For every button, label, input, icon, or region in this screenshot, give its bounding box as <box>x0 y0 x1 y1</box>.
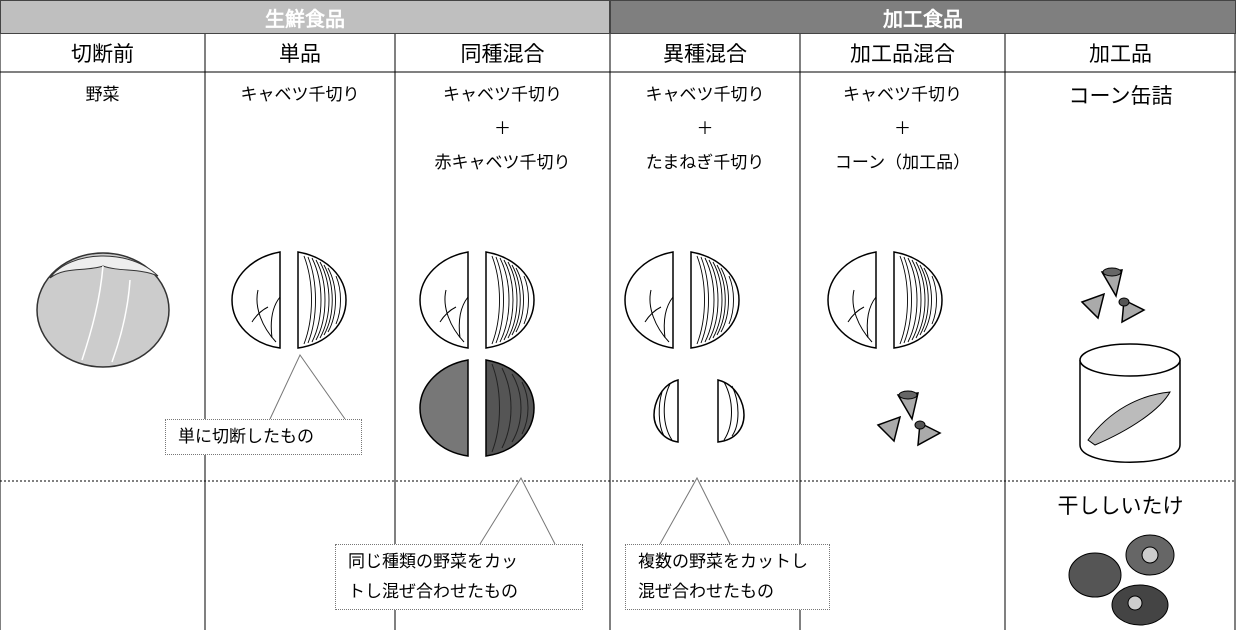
cell: キャベツ千切り <box>205 78 395 112</box>
cell-text: ＋ <box>494 119 511 139</box>
cell: キャベツ千切り ＋ たまねぎ千切り <box>610 78 800 180</box>
callout: 単に切断したもの <box>165 419 362 455</box>
column-header: 単品 <box>279 42 321 66</box>
red-cabbage <box>419 359 535 457</box>
callout-pointers <box>269 354 731 545</box>
cell: コーン缶詰 <box>1005 78 1236 114</box>
cell-text: キャベツ千切り <box>443 85 562 105</box>
cabbage-shred <box>231 251 347 349</box>
cell-text: 干ししいたけ <box>1057 494 1184 518</box>
callout-text: 同じ種類の野菜をカッ <box>348 552 518 572</box>
shiitake <box>1068 534 1175 626</box>
cabbage-shred <box>419 251 535 349</box>
cell-text: キャベツ千切り <box>843 85 962 105</box>
cell-text: 赤キャベツ千切り <box>434 153 571 173</box>
cell: キャベツ千切り ＋ 赤キャベツ千切り <box>395 78 610 180</box>
column-header: 加工品 <box>1089 42 1152 66</box>
corn <box>1081 267 1145 323</box>
callout-text: トし混ぜ合わせたもの <box>348 582 518 602</box>
cell-text: ＋ <box>894 119 911 139</box>
cell: キャベツ千切り ＋ コーン（加工品） <box>800 78 1005 180</box>
corn-can <box>1079 343 1181 463</box>
whole-cabbage <box>36 252 170 368</box>
cell-text: 野菜 <box>85 85 120 105</box>
cell-text: ＋ <box>696 119 714 139</box>
callout: 複数の野菜をカットし 混ぜ合わせたもの <box>625 544 830 610</box>
onion <box>653 379 745 443</box>
callout-text: 単に切断したもの <box>178 427 314 447</box>
column-header: 加工品混合 <box>850 42 955 66</box>
grid-lines <box>0 34 1236 630</box>
column-header: 同種混合 <box>460 42 545 66</box>
callout-text: 複数の野菜をカットし <box>638 552 808 572</box>
cell-text: キャベツ千切り <box>645 85 765 105</box>
column-header: 切断前 <box>71 42 134 66</box>
cell-text: キャベツ千切り <box>240 85 360 105</box>
callout: 同じ種類の野菜をカッ トし混ぜ合わせたもの <box>335 544 583 610</box>
cell: 野菜 <box>0 78 205 112</box>
cabbage-shred <box>624 251 740 349</box>
group-header: 加工食品 <box>610 0 1236 34</box>
cell-text: コーン缶詰 <box>1068 84 1173 108</box>
group-header: 生鮮食品 <box>0 0 610 34</box>
callout-text: 混ぜ合わせたもの <box>638 582 774 602</box>
corn <box>877 390 941 446</box>
cabbage-shred <box>827 251 943 349</box>
cell-text: コーン（加工品） <box>834 153 971 173</box>
column-header: 異種混合 <box>663 42 747 66</box>
cell-text: たまねぎ千切り <box>645 153 765 173</box>
